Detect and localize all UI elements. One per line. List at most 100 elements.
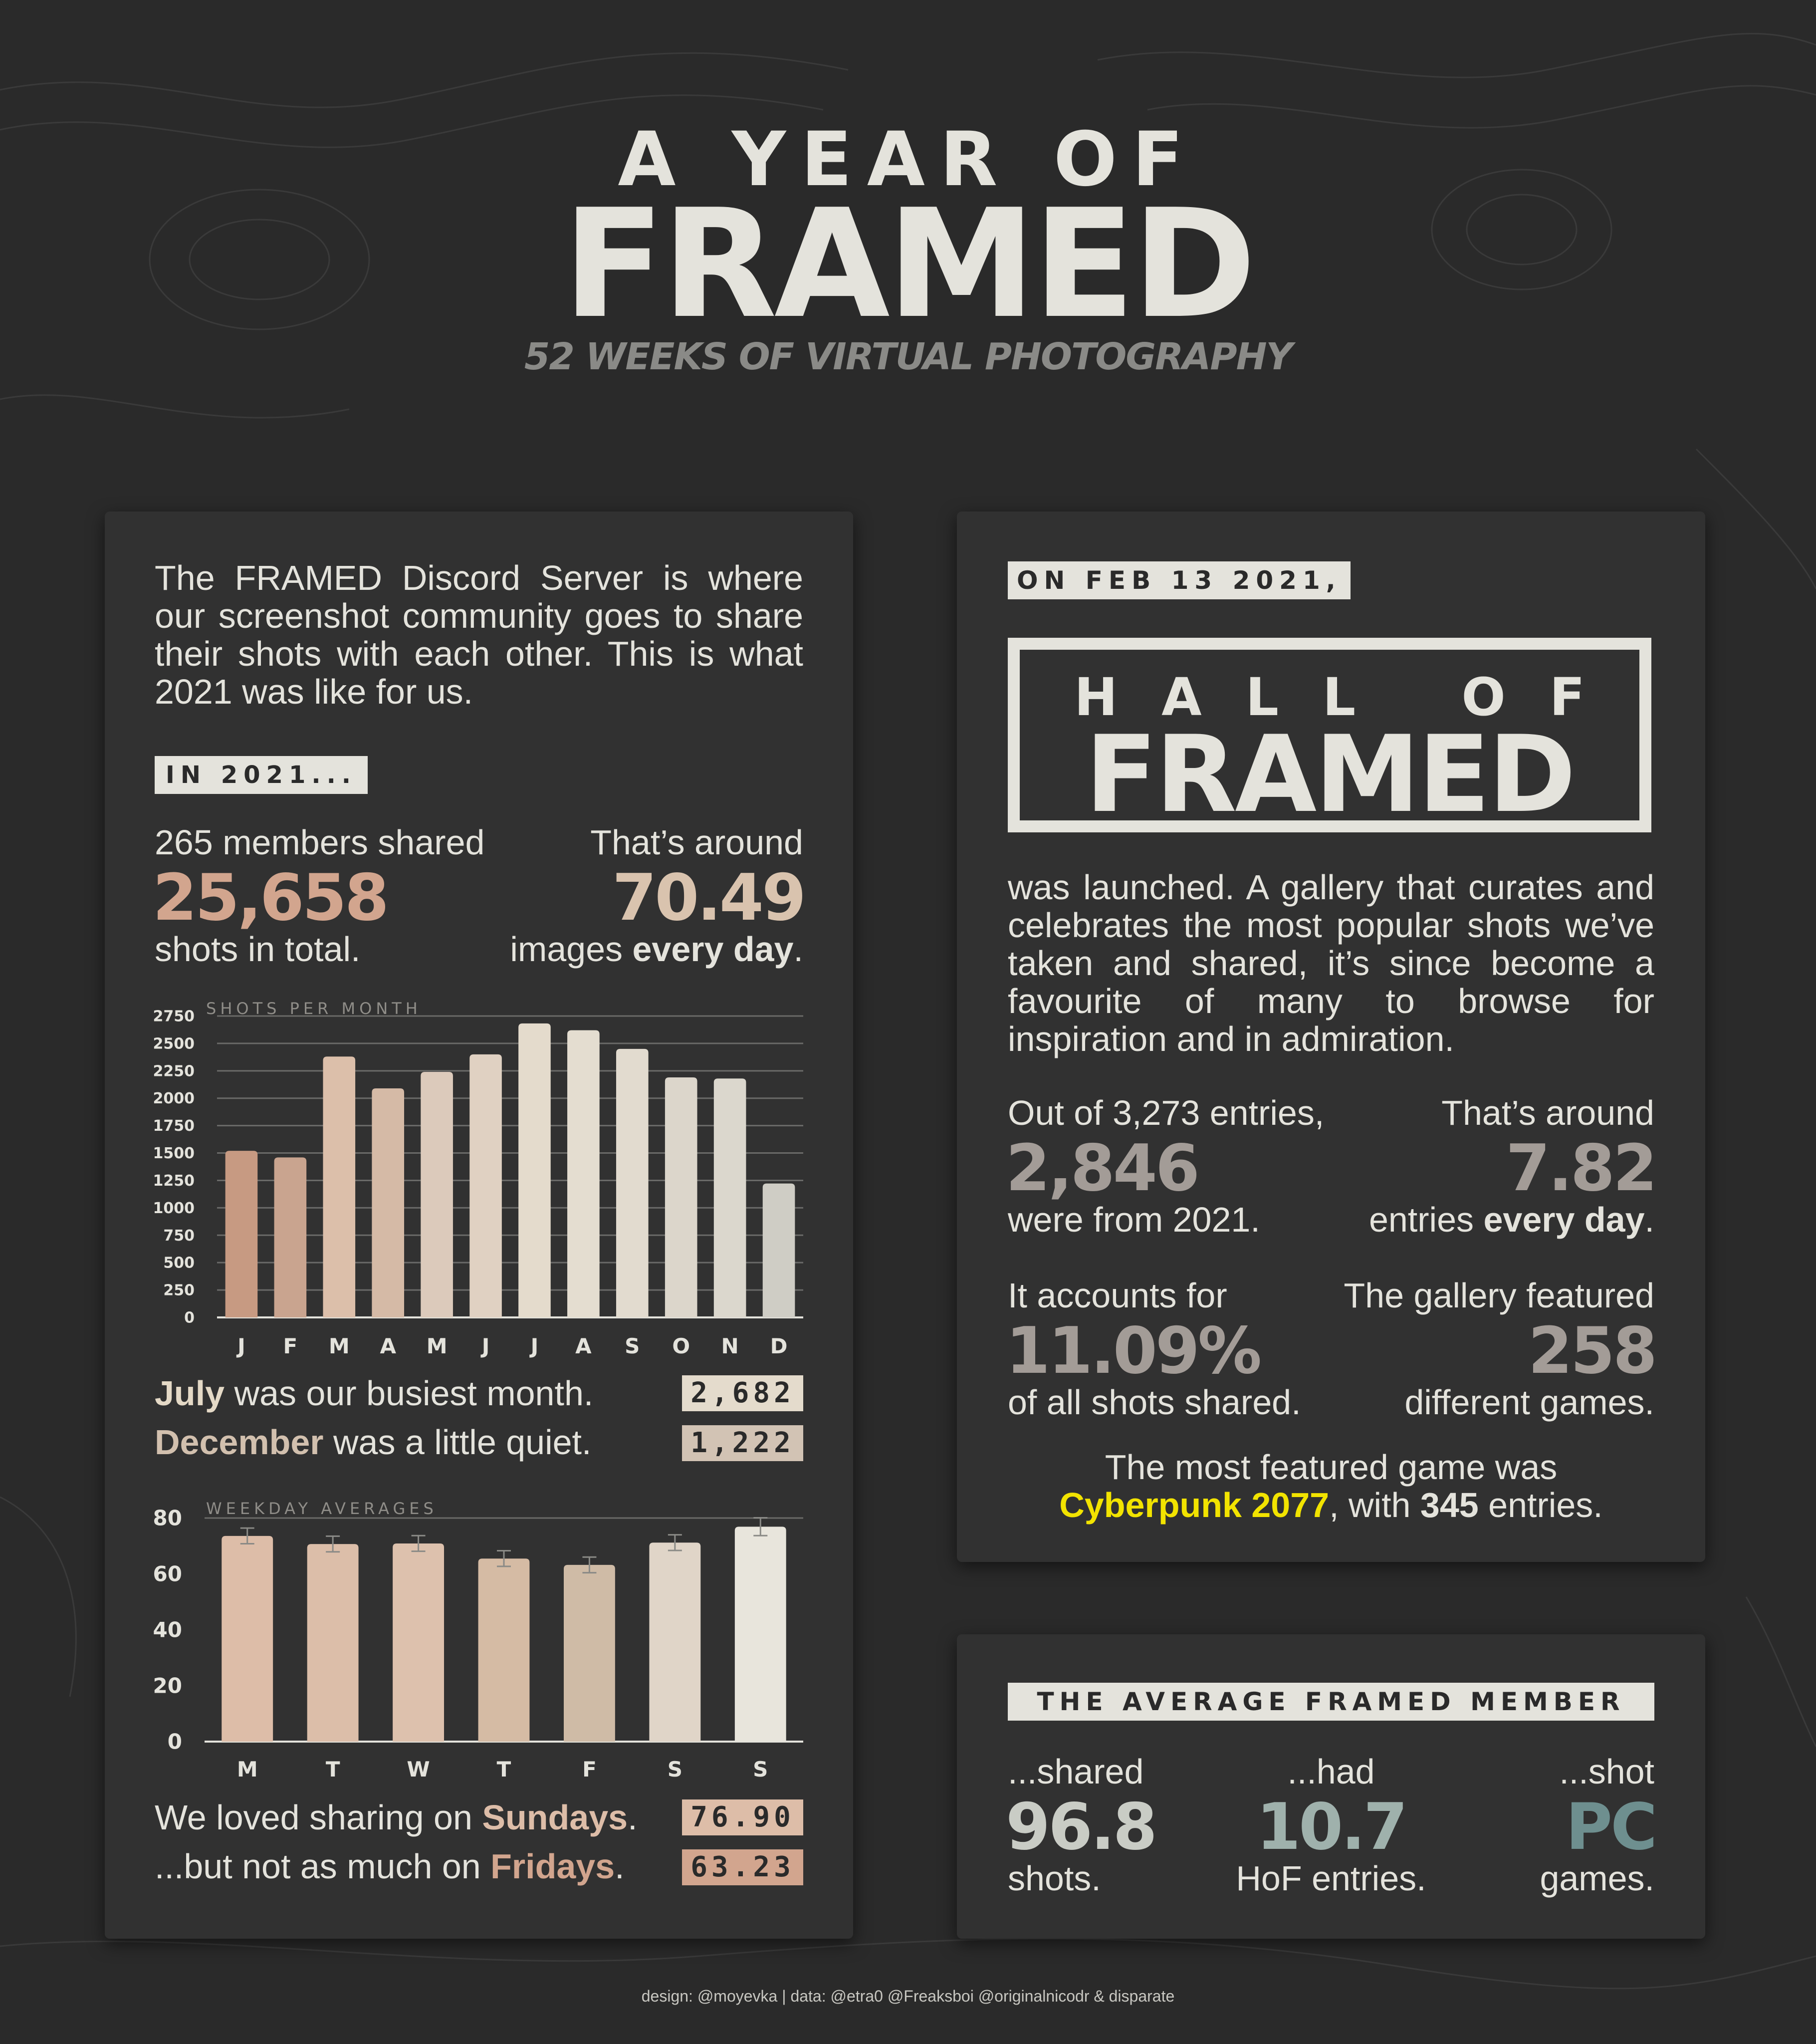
bar: [649, 1542, 701, 1742]
with-text: , with: [1329, 1486, 1420, 1525]
y-tick-label: 1750: [153, 1117, 195, 1135]
intro-text: The FRAMED Discord Server is where our s…: [155, 558, 803, 711]
y-tick-label: 60: [153, 1562, 182, 1586]
bar: [616, 1048, 649, 1317]
total-shots-value: 25,658: [153, 861, 389, 935]
x-category-label: S: [668, 1757, 682, 1782]
shots-in-total-label: shots in total.: [155, 930, 361, 969]
bar: [307, 1544, 359, 1742]
fridays-text: ...but not as much on: [155, 1847, 491, 1886]
shots-per-month-chart: SHOTS PER MONTH 0 250 500 750 1000 1250 1500 175…: [153, 999, 803, 1358]
x-category-label: T: [497, 1757, 511, 1782]
sundays-text: We loved sharing on: [155, 1798, 482, 1837]
most-featured-line-2: Cyberpunk 2077, with 345 entries.: [957, 1485, 1705, 1525]
x-category-label: S: [625, 1334, 640, 1358]
member-shared-label: ...shared: [1008, 1752, 1144, 1791]
bar: [421, 1072, 453, 1317]
title-framed: FRAMED: [562, 177, 1257, 351]
y-tick-label: 80: [153, 1506, 182, 1531]
accounts-for-label: It accounts for: [1008, 1276, 1227, 1315]
sundays-note: We loved sharing on Sundays.: [155, 1797, 638, 1837]
hof-framed-text: FRAMED: [1085, 713, 1576, 836]
x-category-label: S: [753, 1757, 768, 1782]
hall-of-text: HALL OF: [1074, 667, 1629, 728]
credits-footer: design: @moyevka | data: @etra0 @Freaksb…: [641, 1987, 1175, 2005]
in-2021-tag: IN 2021...: [155, 756, 368, 794]
member-games-label: games.: [1540, 1859, 1654, 1898]
x-category-label: M: [237, 1757, 258, 1782]
sundays-value-badge: 76.90: [682, 1799, 803, 1835]
average-member-tag: THE AVERAGE FRAMED MEMBER: [1008, 1683, 1654, 1721]
bar: [762, 1183, 795, 1317]
entries-period: .: [1644, 1200, 1654, 1239]
cyberpunk-emphasis: Cyberpunk 2077: [1059, 1486, 1330, 1525]
bar: [478, 1558, 530, 1742]
fridays-emphasis: Fridays: [490, 1847, 615, 1886]
images-per-day-value: 70.49: [612, 861, 806, 935]
sundays-emphasis: Sundays: [482, 1798, 628, 1837]
weekday-averages-chart: WEEKDAY AVERAGES 0 20 40 60 80 M T W T F S S: [153, 1499, 803, 1782]
subtitle: 52 WEEKS OF VIRTUAL PHOTOGRAPHY: [524, 335, 1293, 378]
bar: [665, 1077, 697, 1317]
y-tick-label: 1000: [153, 1200, 195, 1217]
most-featured-line-1: The most featured game was: [1105, 1448, 1558, 1487]
gallery-featured-label: The gallery featured: [1344, 1276, 1654, 1315]
july-emphasis: July: [155, 1374, 225, 1413]
bar: [734, 1527, 786, 1742]
chart-title: SHOTS PER MONTH: [206, 999, 422, 1018]
y-tick-label: 1500: [153, 1145, 195, 1162]
x-category-label: N: [721, 1334, 739, 1358]
x-category-label: J: [480, 1334, 490, 1358]
entries-every-day-label: entries every day.: [1297, 1200, 1654, 1240]
y-tick-label: 0: [168, 1730, 182, 1754]
entries-label: Out of 3,273 entries,: [1008, 1093, 1325, 1132]
bar: [225, 1151, 258, 1317]
x-category-label: W: [407, 1757, 430, 1782]
x-category-label: J: [529, 1334, 539, 1358]
hof-description: was launched. A gallery that curates and…: [1008, 868, 1654, 1058]
bar: [393, 1543, 444, 1742]
x-category-label: A: [380, 1334, 396, 1358]
chart-title: WEEKDAY AVERAGES: [206, 1499, 438, 1518]
bar: [567, 1030, 600, 1317]
x-category-label: F: [582, 1757, 597, 1782]
hall-of-framed-logo: HALL OF FRAMED: [1008, 638, 1651, 832]
member-hof-label: HoF entries.: [1236, 1859, 1426, 1898]
member-shots-value: 96.8: [1006, 1790, 1157, 1864]
x-category-label: J: [236, 1334, 245, 1358]
x-category-label: D: [770, 1334, 788, 1358]
members-shared-label: 265 members shared: [155, 823, 485, 862]
member-hof-value: 10.7: [1256, 1790, 1408, 1864]
member-shot-label: ...shot: [1559, 1752, 1654, 1791]
busiest-month-text: was our busiest month.: [225, 1374, 594, 1413]
hall-of-framed-panel: [957, 511, 1705, 1562]
thats-around-label: That’s around: [590, 823, 803, 862]
member-platform-value: PC: [1566, 1790, 1657, 1864]
share-percentage-value: 11.09%: [1006, 1314, 1262, 1388]
entries-2021-value: 2,846: [1006, 1131, 1200, 1206]
december-value-badge: 1,222: [682, 1425, 803, 1461]
bar: [274, 1157, 307, 1317]
entries-every-day-emphasis: every day: [1483, 1200, 1645, 1239]
quiet-month-text: was a little quiet.: [323, 1423, 592, 1462]
bar: [469, 1054, 502, 1317]
title-line-1: A YEAR OF: [618, 116, 1198, 203]
entries-end-text: entries.: [1478, 1486, 1603, 1525]
fridays-period: .: [615, 1847, 625, 1886]
y-tick-label: 2250: [153, 1062, 195, 1080]
entries-thats-around-label: That’s around: [1441, 1093, 1654, 1132]
x-category-label: O: [672, 1334, 690, 1358]
bar: [372, 1088, 405, 1317]
x-category-label: F: [283, 1334, 298, 1358]
sundays-period: .: [628, 1798, 638, 1837]
y-tick-label: 1250: [153, 1172, 195, 1190]
entries-per-day-value: 7.82: [1506, 1131, 1657, 1206]
quiet-month-note: December was a little quiet.: [155, 1422, 591, 1462]
y-tick-label: 750: [163, 1227, 195, 1245]
y-tick-label: 500: [163, 1255, 195, 1272]
bar: [713, 1078, 746, 1317]
launch-date-tag: ON FEB 13 2021,: [1008, 561, 1351, 599]
games-count-value: 258: [1528, 1314, 1657, 1388]
images-prefix: images: [510, 930, 633, 969]
